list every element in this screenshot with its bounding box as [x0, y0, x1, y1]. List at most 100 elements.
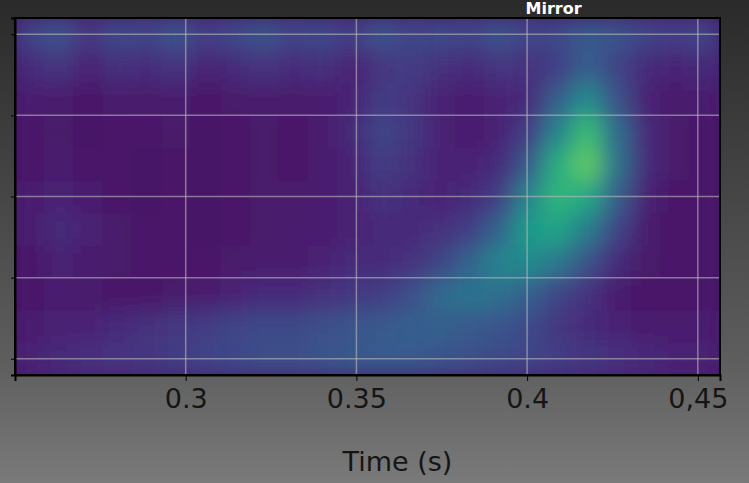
- heat-cell: [15, 245, 45, 278]
- heat-cell: [103, 82, 133, 115]
- heat-cell: [103, 212, 133, 245]
- heat-cell: [249, 245, 279, 278]
- heat-cell: [514, 82, 544, 115]
- heat-cell: [660, 277, 690, 310]
- heat-cell: [367, 147, 397, 180]
- heat-cell: [690, 277, 720, 310]
- heat-cell: [15, 115, 45, 148]
- heat-cell: [132, 147, 162, 180]
- x-tick: 0.35: [327, 375, 387, 414]
- heat-cell: [367, 212, 397, 245]
- heat-cell: [44, 82, 74, 115]
- heat-cell: [161, 245, 191, 278]
- heat-cell: [631, 277, 661, 310]
- heat-cell: [220, 245, 250, 278]
- cells: [15, 18, 720, 375]
- y-axis-line: [11, 19, 16, 376]
- heat-cell: [337, 212, 367, 245]
- heat-cell: [690, 115, 720, 148]
- heat-cell: [191, 277, 221, 310]
- heat-cell: [103, 115, 133, 148]
- x-tick-label: 0.35: [327, 383, 387, 414]
- heat-cell: [191, 115, 221, 148]
- heat-cell: [73, 82, 103, 115]
- heat-cell: [220, 277, 250, 310]
- heat-cell: [220, 115, 250, 148]
- heat-cell: [484, 277, 514, 310]
- heat-cell: [602, 50, 632, 83]
- heat-cell: [44, 277, 74, 310]
- heat-cell: [543, 115, 573, 148]
- heat-cell: [455, 277, 485, 310]
- heat-cell: [426, 50, 456, 83]
- heat-cell: [308, 212, 338, 245]
- heat-cell: [484, 50, 514, 83]
- heat-cell: [455, 245, 485, 278]
- heat-cell: [132, 212, 162, 245]
- heat-cell: [396, 147, 426, 180]
- heat-cell: [308, 147, 338, 180]
- heat-cell: [426, 277, 456, 310]
- heat-cell: [455, 212, 485, 245]
- heat-cell: [15, 310, 45, 343]
- heat-cell: [308, 115, 338, 148]
- heat-cell: [514, 212, 544, 245]
- heat-cell: [572, 115, 602, 148]
- heat-cell: [631, 82, 661, 115]
- heat-cell: [631, 115, 661, 148]
- heat-cell: [690, 82, 720, 115]
- heat-cell: [308, 310, 338, 343]
- heat-cell: [396, 50, 426, 83]
- y-tick-mark: [11, 34, 15, 35]
- y-tick-mark: [11, 197, 15, 198]
- heat-cell: [161, 147, 191, 180]
- y-tick-mark: [11, 359, 15, 360]
- x-tick-mark: [527, 375, 528, 381]
- background: [0, 0, 749, 483]
- heat-cell: [543, 277, 573, 310]
- heat-cell: [690, 212, 720, 245]
- heat-cell: [249, 310, 279, 343]
- heat-cell: [690, 50, 720, 83]
- x-axis-title: Time (s): [342, 446, 453, 477]
- heat-cell: [543, 147, 573, 180]
- grid-line: [15, 196, 720, 198]
- heat-cell: [514, 245, 544, 278]
- heat-cell: [631, 147, 661, 180]
- heat-cell: [426, 310, 456, 343]
- heat-cell: [396, 277, 426, 310]
- grid: [15, 18, 720, 375]
- heat-cell: [690, 245, 720, 278]
- heat-cell: [161, 50, 191, 83]
- heat-cell: [572, 310, 602, 343]
- heat-cell: [249, 212, 279, 245]
- heat-cell: [44, 50, 74, 83]
- heat-cell: [103, 310, 133, 343]
- grid-line: [15, 33, 720, 35]
- heat-cell: [15, 82, 45, 115]
- y-tick: [11, 34, 15, 35]
- heat-cell: [279, 245, 309, 278]
- chart: 0.30.350.40,45MirrorTime (s): [0, 0, 749, 483]
- heat-cell: [572, 147, 602, 180]
- heat-cell: [15, 212, 45, 245]
- heat-cell: [484, 212, 514, 245]
- heat-cell: [396, 310, 426, 343]
- heat-cell: [660, 147, 690, 180]
- heat-cell: [484, 147, 514, 180]
- x-tick-label: 0.3: [165, 383, 208, 414]
- heat-cell: [73, 115, 103, 148]
- heat-cell: [191, 147, 221, 180]
- heat-cell: [73, 212, 103, 245]
- heat-cell: [132, 310, 162, 343]
- heat-cell: [367, 115, 397, 148]
- heat-cell: [426, 82, 456, 115]
- y-tick-mark: [11, 278, 15, 279]
- heat-cell: [690, 147, 720, 180]
- heat-cell: [543, 82, 573, 115]
- plot: 0.30.350.40,45: [11, 18, 728, 415]
- heat-cell: [132, 277, 162, 310]
- heat-cell: [337, 310, 367, 343]
- x-tick: 0.3: [165, 375, 208, 414]
- heat-cell: [631, 50, 661, 83]
